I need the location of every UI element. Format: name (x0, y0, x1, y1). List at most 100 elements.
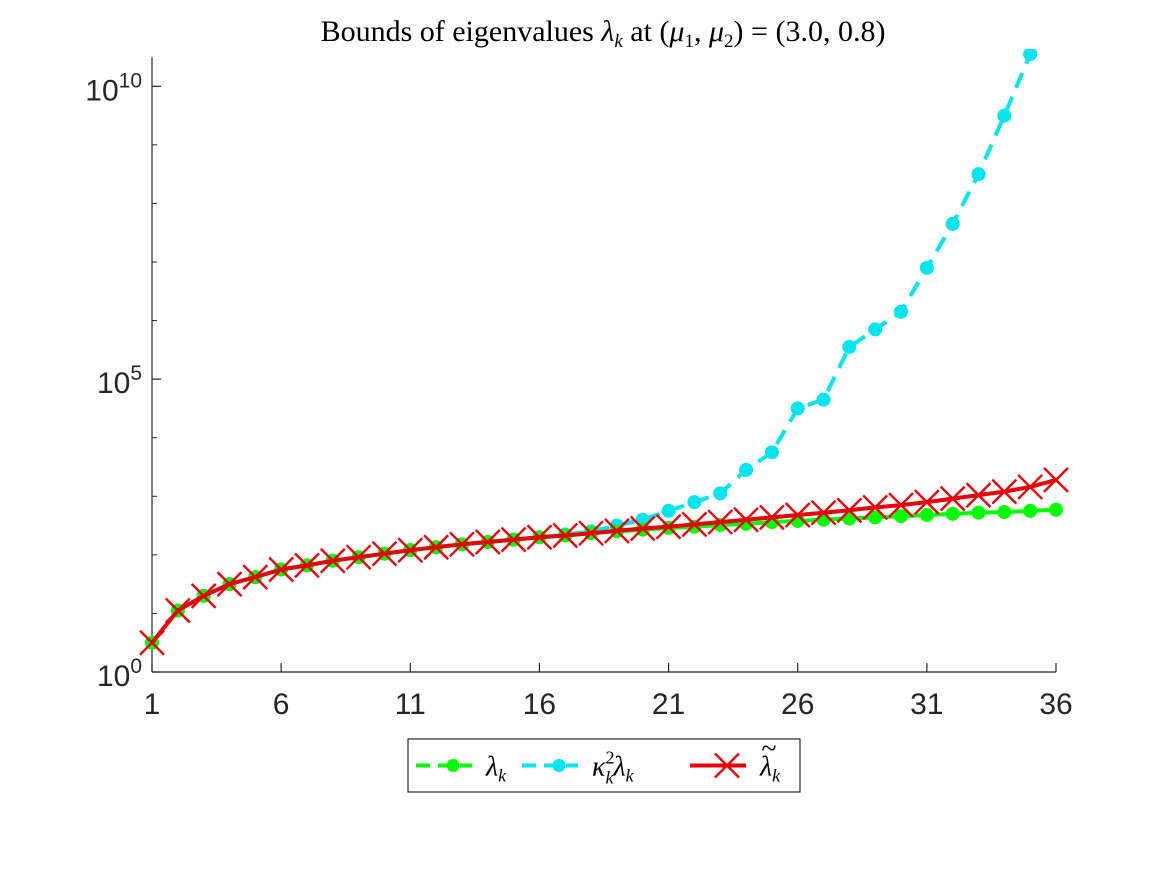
x-tick-label: 31 (910, 688, 943, 721)
legend-label: λk (759, 752, 781, 786)
x-tick-label: 36 (1039, 688, 1072, 721)
legend-tilde: ~ (761, 734, 776, 765)
title-mu1-sub: 1 (684, 31, 694, 52)
data-point (474, 529, 501, 555)
data-point (919, 508, 934, 523)
data-point (945, 506, 960, 521)
series-layer (139, 49, 1069, 656)
data-point (1049, 502, 1063, 517)
data-point (914, 489, 940, 515)
data-point (423, 534, 449, 561)
data-point (965, 482, 992, 508)
data-point (164, 597, 191, 624)
x-tick-label: 26 (781, 688, 814, 721)
legend-item-1: κ2 kλk (522, 748, 635, 788)
data-point (888, 492, 914, 518)
legend-item-0: λk (416, 752, 507, 786)
data-point (371, 540, 398, 567)
legend-item-2: λk~ (690, 734, 781, 786)
data-point (919, 260, 934, 275)
data-point (784, 502, 811, 528)
legend: λk κ2 kλk λk~ (407, 734, 801, 793)
data-point (764, 445, 779, 460)
data-point (397, 537, 424, 564)
data-point (894, 304, 909, 319)
data-point (971, 167, 986, 182)
data-point (759, 504, 785, 531)
x-tick-label: 16 (523, 688, 556, 721)
data-point (862, 494, 889, 521)
data-point (810, 499, 837, 526)
data-point (991, 478, 1018, 505)
data-point (945, 216, 960, 231)
title-symbol-sub: k (614, 31, 623, 52)
data-point (842, 339, 857, 354)
data-point (319, 547, 346, 574)
data-point (661, 503, 676, 518)
x-tick-label: 1 (144, 688, 161, 721)
x-tick-label: 21 (652, 688, 685, 721)
y-tick-label: 100 (97, 655, 142, 693)
legend-marker (446, 759, 460, 772)
title-mu2-sub: 2 (724, 31, 734, 52)
data-point (294, 552, 320, 579)
data-point (836, 497, 863, 524)
legend-label: κ2 kλk (592, 748, 635, 788)
data-point (713, 486, 728, 501)
data-point (500, 526, 527, 553)
data-point (816, 392, 831, 407)
series-0 (145, 502, 1063, 650)
data-point (216, 571, 243, 597)
title-mu1: μ (668, 15, 684, 48)
data-point (629, 515, 656, 542)
series-line (150, 49, 1035, 644)
data-point (894, 509, 909, 524)
title-middle: at ( (623, 15, 670, 48)
data-point (939, 485, 966, 512)
y-tick-label: 105 (97, 362, 142, 400)
data-point (190, 583, 217, 609)
data-point (868, 322, 883, 337)
data-point (816, 512, 831, 527)
data-point (578, 520, 604, 547)
data-point (655, 513, 682, 540)
y-tick-label: 1010 (85, 69, 142, 107)
data-point (1017, 474, 1044, 500)
chart-title: Bounds of eigenvalues λk at (μ1, μ2) = (… (321, 15, 886, 52)
title-suffix: ) = (3.0, 0.8) (734, 15, 886, 48)
data-point (449, 531, 475, 558)
series-2 (139, 467, 1069, 656)
data-point (268, 556, 294, 583)
data-point (1043, 467, 1069, 493)
data-point (687, 495, 702, 510)
data-point (681, 511, 708, 538)
data-point (707, 509, 734, 535)
data-point (971, 505, 986, 520)
data-point (242, 564, 269, 590)
data-point (526, 524, 553, 551)
title-symbol: λ (600, 15, 614, 48)
legend-label: λk (485, 752, 507, 786)
data-point (1023, 49, 1038, 62)
title-mu2: μ (708, 15, 724, 48)
data-point (139, 629, 165, 656)
data-point (790, 401, 805, 416)
legend-marker (714, 752, 740, 779)
title-prefix: Bounds of eigenvalues (321, 15, 602, 48)
data-point (1023, 503, 1038, 518)
series-line (150, 477, 1057, 644)
data-point (997, 505, 1012, 520)
data-point (739, 462, 754, 477)
data-point (345, 544, 372, 571)
series-1 (145, 49, 1038, 650)
data-point (868, 510, 883, 525)
x-tick-label: 6 (273, 688, 290, 721)
x-tick-label: 11 (395, 688, 426, 721)
legend-marker (552, 759, 566, 772)
title-sep: , (694, 15, 709, 48)
data-point (733, 506, 759, 533)
data-point (552, 522, 579, 549)
data-point (997, 108, 1012, 123)
